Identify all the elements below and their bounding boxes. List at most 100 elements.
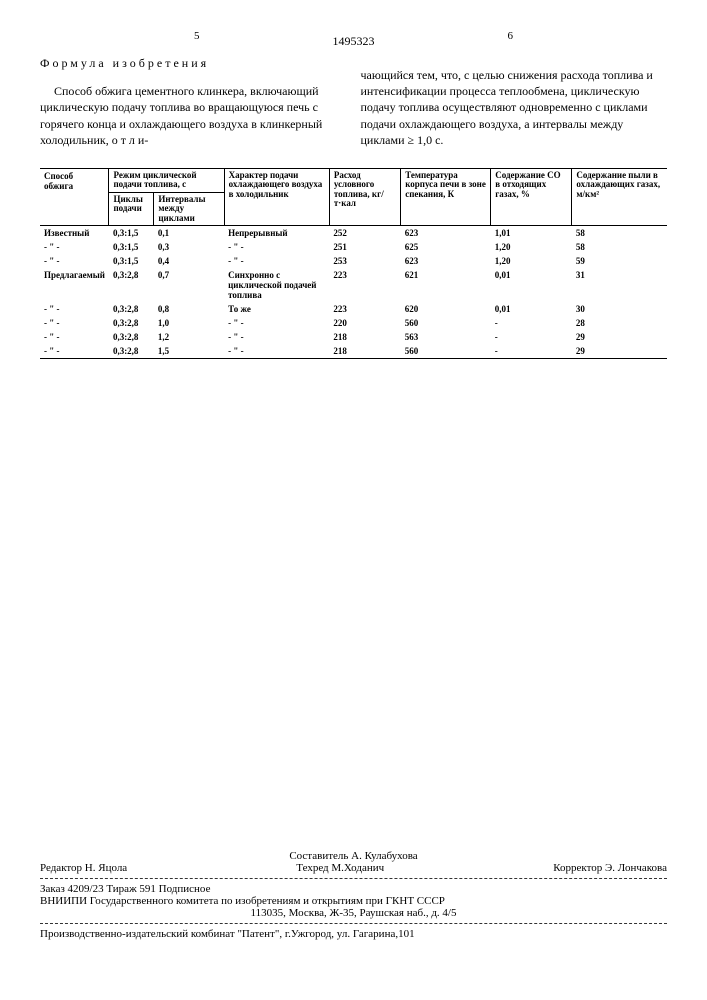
table-row: - " -0,3:2,81,2- " -218563-29 (40, 330, 667, 344)
table-row: Известный0,3:1,50,1Непрерывный2526231,01… (40, 226, 667, 241)
th-method: Способ обжига (40, 168, 109, 225)
table-cell: 625 (401, 240, 491, 254)
table-cell: 0,8 (154, 302, 224, 316)
table-cell: 0,1 (154, 226, 224, 241)
table-cell: - " - (224, 240, 329, 254)
table-cell: 0,3 (154, 240, 224, 254)
table-cell: - " - (40, 330, 109, 344)
table-cell: 0,3:2,8 (109, 268, 154, 302)
th-cycles: Циклы подачи (109, 192, 154, 225)
table-cell: - " - (40, 302, 109, 316)
table-cell: 0,7 (154, 268, 224, 302)
page-num-right: 6 (354, 30, 668, 42)
table-cell: 28 (572, 316, 667, 330)
body-columns: Формула изобретения Способ обжига цемент… (40, 55, 667, 160)
th-intervals: Интервалы между циклами (154, 192, 224, 225)
table-cell: 253 (329, 254, 400, 268)
right-paragraph: чающийся тем, что, с целью снижения расх… (361, 67, 668, 148)
table-cell: - " - (224, 344, 329, 359)
footer-addr: 113035, Москва, Ж-35, Раушская наб., д. … (40, 907, 667, 919)
footer-editor: Редактор Н. Яцола (40, 862, 127, 874)
table-cell: 1,2 (154, 330, 224, 344)
page-num-left: 5 (40, 30, 354, 42)
table-row: - " -0,3:2,80,8То же2236200,0130 (40, 302, 667, 316)
table-cell: 0,3:2,8 (109, 344, 154, 359)
footer-publisher: Производственно-издательский комбинат "П… (40, 928, 667, 940)
table-cell: 218 (329, 344, 400, 359)
table-cell: - (491, 316, 572, 330)
table-cell: - " - (40, 316, 109, 330)
table-row: - " -0,3:2,81,5- " -218560-29 (40, 344, 667, 359)
th-co: Содержание CO в отходящих газах, % (491, 168, 572, 225)
table-cell: 623 (401, 226, 491, 241)
table-cell: 29 (572, 344, 667, 359)
table-cell: - " - (224, 316, 329, 330)
table-cell: 0,3:1,5 (109, 226, 154, 241)
table-cell: - " - (40, 254, 109, 268)
table-cell: 621 (401, 268, 491, 302)
table-cell: 0,3:2,8 (109, 316, 154, 330)
table-cell: 58 (572, 226, 667, 241)
th-dust: Содержание пыли в охлаждающих газах, м/к… (572, 168, 667, 225)
table-cell: 1,20 (491, 240, 572, 254)
table-cell: 218 (329, 330, 400, 344)
table-cell: 620 (401, 302, 491, 316)
table-row: - " -0,3:2,81,0- " -220560-28 (40, 316, 667, 330)
table-cell: 1,01 (491, 226, 572, 241)
table-cell: Непрерывный (224, 226, 329, 241)
table-cell: 1,5 (154, 344, 224, 359)
table-cell: 0,01 (491, 268, 572, 302)
table-cell: Синхронно с циклической подачей топлива (224, 268, 329, 302)
table-row: Предлагаемый0,3:2,80,7Синхронно с циклич… (40, 268, 667, 302)
table-cell: - " - (40, 344, 109, 359)
left-column: Формула изобретения Способ обжига цемент… (40, 55, 347, 160)
th-air: Характер подачи охлаждающего воздуха в х… (224, 168, 329, 225)
table-cell: - (491, 330, 572, 344)
table-cell: 31 (572, 268, 667, 302)
footer: Составитель А. Кулабухова Редактор Н. Яц… (40, 850, 667, 940)
th-temp: Температура корпуса печи в зоне спекания… (401, 168, 491, 225)
table-cell: - " - (224, 254, 329, 268)
table-cell: 223 (329, 302, 400, 316)
table-cell: Известный (40, 226, 109, 241)
table-cell: Предлагаемый (40, 268, 109, 302)
data-table: Способ обжига Режим циклической подачи т… (40, 168, 667, 359)
table-cell: 560 (401, 344, 491, 359)
table-cell: То же (224, 302, 329, 316)
table-cell: 30 (572, 302, 667, 316)
table-cell: - (491, 344, 572, 359)
footer-order: Заказ 4209/23 Тираж 591 Подписное (40, 883, 667, 895)
th-regime: Режим циклической подачи топлива, с (109, 168, 224, 192)
table-cell: 560 (401, 316, 491, 330)
table-cell: 0,3:1,5 (109, 254, 154, 268)
table-cell: 563 (401, 330, 491, 344)
table-row: - " -0,3:1,50,3- " -2516251,2058 (40, 240, 667, 254)
table-row: - " -0,3:1,50,4- " -2536231,2059 (40, 254, 667, 268)
footer-corrector: Корректор Э. Лончакова (553, 862, 667, 874)
table-cell: 0,3:1,5 (109, 240, 154, 254)
table-body: Известный0,3:1,50,1Непрерывный2526231,01… (40, 226, 667, 360)
table-cell: 0,01 (491, 302, 572, 316)
table-cell: 252 (329, 226, 400, 241)
table-cell: 223 (329, 268, 400, 302)
table-cell: 0,3:2,8 (109, 330, 154, 344)
footer-org: ВНИИПИ Государственного комитета по изоб… (40, 895, 667, 907)
table-cell: 623 (401, 254, 491, 268)
table-cell: - " - (224, 330, 329, 344)
table-cell: 0,3:2,8 (109, 302, 154, 316)
table-cell: 29 (572, 330, 667, 344)
table-cell: 0,4 (154, 254, 224, 268)
footer-tech: Техред М.Ходанич (296, 862, 384, 874)
th-fuel: Расход условного топлива, кг/т·кал (329, 168, 400, 225)
table-cell: 1,0 (154, 316, 224, 330)
table-cell: - " - (40, 240, 109, 254)
table-cell: 220 (329, 316, 400, 330)
table-cell: 1,20 (491, 254, 572, 268)
formula-heading: Формула изобретения (40, 55, 347, 71)
right-column: чающийся тем, что, с целью снижения расх… (361, 55, 668, 160)
left-paragraph: Способ обжига цементного клинкера, включ… (40, 83, 347, 148)
table-cell: 59 (572, 254, 667, 268)
footer-compiler: Составитель А. Кулабухова (40, 850, 667, 862)
table-cell: 251 (329, 240, 400, 254)
table-cell: 58 (572, 240, 667, 254)
